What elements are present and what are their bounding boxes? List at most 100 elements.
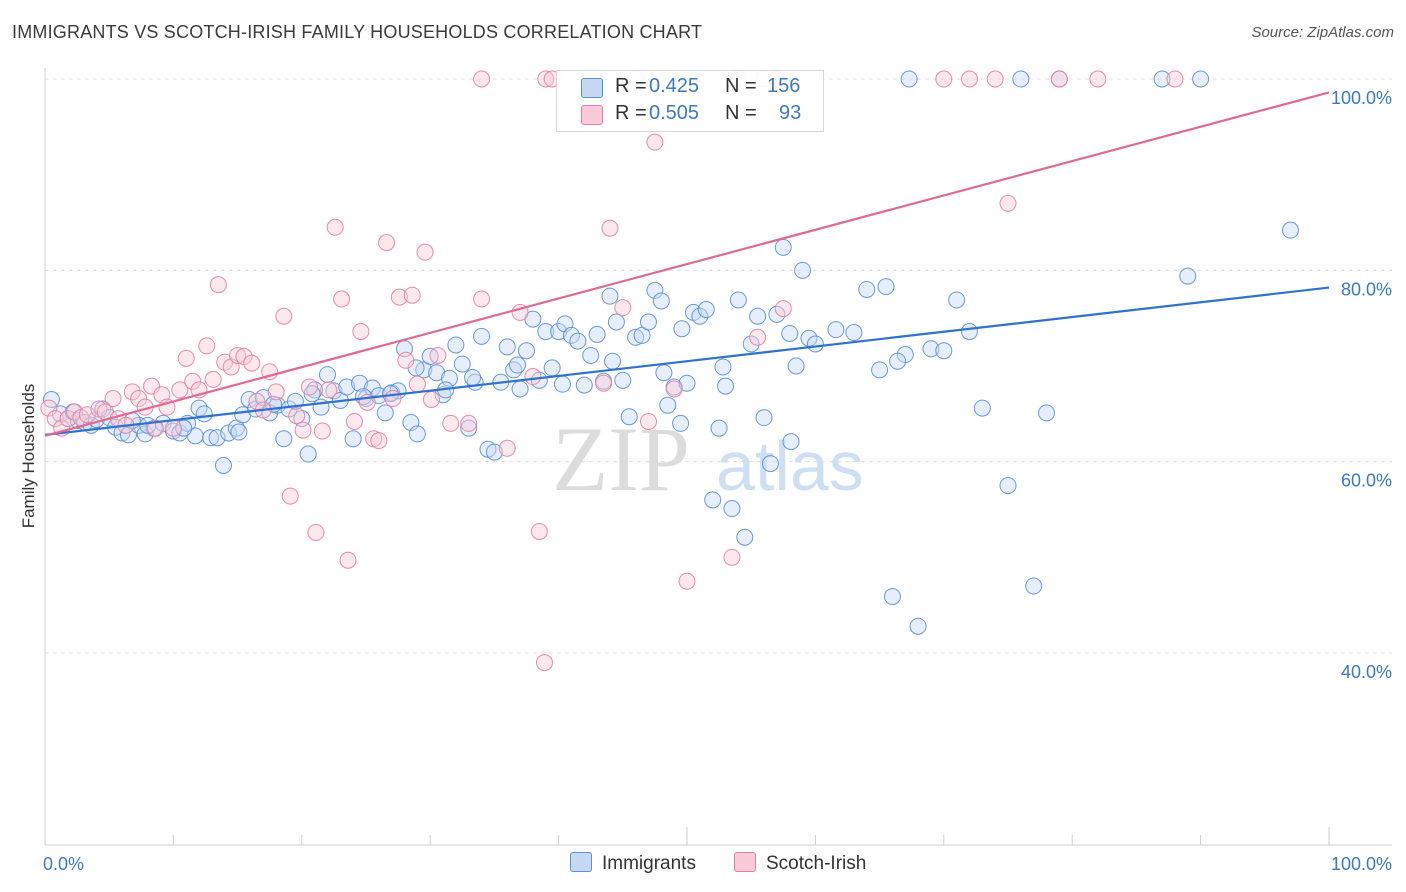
immigrants-point bbox=[697, 301, 715, 319]
legend-swatch-immigrants bbox=[581, 78, 603, 98]
scotch-irish-point bbox=[184, 372, 202, 390]
immigrants-point bbox=[806, 335, 824, 353]
immigrants-point bbox=[1012, 70, 1030, 88]
scotch-irish-point bbox=[370, 432, 388, 450]
source-label: Source: ZipAtlas.com bbox=[1251, 24, 1394, 41]
trend-lines bbox=[44, 91, 1330, 437]
immigrants-point bbox=[601, 287, 619, 305]
immigrants-point bbox=[827, 321, 845, 339]
immigrants-point bbox=[646, 281, 664, 299]
legend-item-immigrants[interactable]: Immigrants bbox=[570, 852, 696, 875]
immigrants-point bbox=[175, 419, 193, 437]
immigrants-point bbox=[620, 408, 638, 426]
trend-line-immigrants bbox=[44, 286, 1330, 436]
immigrants-point bbox=[582, 346, 600, 364]
immigrants-point bbox=[498, 338, 516, 356]
scotch-irish-point bbox=[935, 70, 953, 88]
scotch-irish-point bbox=[422, 390, 440, 408]
immigrants-point bbox=[781, 324, 799, 342]
immigrants-point bbox=[440, 369, 458, 387]
immigrants-point bbox=[787, 357, 805, 375]
immigrants-point bbox=[318, 366, 336, 384]
immigrants-point bbox=[782, 433, 800, 451]
x-axis-tick-labels: 0.0% 100.0% bbox=[43, 854, 1392, 874]
immigrants-point bbox=[704, 491, 722, 509]
immigrants-point bbox=[1179, 267, 1197, 285]
immigrants-point bbox=[511, 380, 529, 398]
immigrants-point bbox=[338, 378, 356, 396]
immigrants-point bbox=[710, 419, 728, 437]
immigrants-point bbox=[627, 328, 645, 346]
legend-swatch-scotch-irish bbox=[581, 105, 603, 125]
gridlines bbox=[45, 78, 1392, 654]
scotch-irish-point bbox=[535, 654, 553, 672]
scotch-irish-point bbox=[473, 290, 491, 308]
immigrants-point bbox=[275, 430, 293, 448]
immigrants-point bbox=[973, 399, 991, 417]
scotch-irish-point bbox=[267, 383, 285, 401]
immigrants-point bbox=[447, 336, 465, 354]
immigrants-point bbox=[553, 375, 571, 393]
scotch-irish-point bbox=[960, 70, 978, 88]
scotch-irish-point bbox=[320, 381, 338, 399]
scotch-irish-point bbox=[209, 276, 227, 294]
scotch-irish-point bbox=[460, 414, 478, 432]
legend-r-label: R = bbox=[615, 102, 647, 124]
immigrants-point bbox=[195, 405, 213, 423]
scotch-irish-point bbox=[352, 323, 370, 341]
immigrants-point bbox=[202, 429, 220, 447]
immigrants-point bbox=[604, 352, 622, 370]
scotch-irish-point bbox=[646, 133, 664, 151]
scotch-irish-point bbox=[153, 386, 171, 404]
scotch-irish-point bbox=[171, 381, 189, 399]
scotch-irish-point bbox=[301, 378, 319, 396]
legend-n-value: 156 bbox=[767, 75, 801, 97]
immigrants-point bbox=[672, 414, 690, 432]
immigrants-point bbox=[714, 358, 732, 376]
scotch-irish-point bbox=[333, 290, 351, 308]
scotch-irish-point bbox=[104, 390, 122, 408]
immigrants-point bbox=[774, 238, 792, 256]
y-tick-label-0: 40.0% bbox=[1341, 662, 1392, 682]
scotch-irish-point bbox=[774, 300, 792, 318]
immigrants-point bbox=[723, 500, 741, 518]
scotch-irish-point bbox=[345, 412, 363, 430]
y-tick-label-1: 60.0% bbox=[1341, 471, 1392, 491]
immigrants-point bbox=[460, 419, 478, 437]
immigrants-point bbox=[755, 409, 773, 427]
immigrants-point bbox=[871, 361, 889, 379]
legend-item-scotch-irish[interactable]: Scotch-Irish bbox=[734, 852, 866, 875]
scotch-irish-point bbox=[66, 403, 84, 421]
scotch-irish-point bbox=[403, 286, 421, 304]
immigrants-point bbox=[960, 323, 978, 341]
y-axis-title: Family Households bbox=[19, 384, 38, 529]
trend-line-scotch-irish bbox=[44, 91, 1330, 437]
immigrants-point bbox=[900, 70, 918, 88]
scotch-irish-point bbox=[164, 419, 182, 437]
legend-row-immigrants: R = 0.425 N = 156 bbox=[557, 73, 823, 101]
immigrants-point bbox=[325, 382, 343, 400]
scotch-irish-point bbox=[601, 219, 619, 237]
immigrants-point bbox=[742, 335, 760, 353]
scotch-irish-point bbox=[339, 551, 357, 569]
scotch-irish-point bbox=[1089, 70, 1107, 88]
immigrants-point bbox=[376, 404, 394, 422]
immigrants-point bbox=[639, 313, 657, 331]
immigrants-point bbox=[845, 324, 863, 342]
scotch-irish-point bbox=[281, 487, 299, 505]
immigrants-point bbox=[569, 332, 587, 350]
immigrants-point bbox=[794, 261, 812, 279]
immigrants-point bbox=[1038, 404, 1056, 422]
legend-label-scotch-irish: Scotch-Irish bbox=[766, 853, 867, 874]
immigrants-point bbox=[749, 307, 767, 325]
immigrants-point bbox=[344, 430, 362, 448]
scotch-irish-point bbox=[665, 380, 683, 398]
immigrants-point bbox=[543, 359, 561, 377]
legend-r-value: 0.505 bbox=[649, 102, 700, 124]
immigrants-point bbox=[935, 342, 953, 360]
immigrants-point bbox=[922, 340, 940, 358]
legend-label-immigrants: Immigrants bbox=[602, 853, 696, 874]
x-tick-label-0: 0.0% bbox=[43, 854, 84, 874]
scotch-irish-point bbox=[678, 572, 696, 590]
